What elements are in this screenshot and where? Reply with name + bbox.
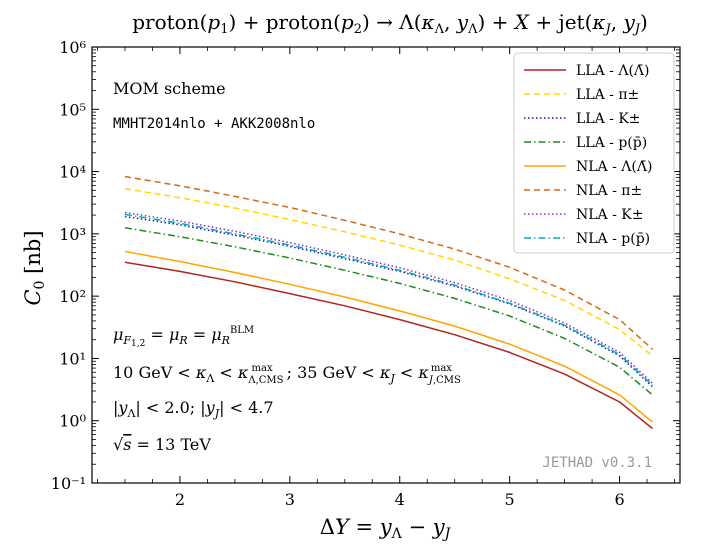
x-tick-label: 4 [395,490,405,509]
watermark: JETHAD v0.3.1 [542,455,652,471]
legend-label-0: LLA - Λ(Λ̄) [576,63,649,79]
x-axis-label: ΔY = yΛ − yJ [320,515,452,542]
legend-label-3: LLA - p(p̄) [576,135,647,151]
annotation-scale: μF1,2 = μR = μRBLM [113,325,254,349]
legend-label-2: LLA - K± [576,111,641,127]
y-tick-label: 10⁰ [59,412,86,431]
x-tick-label: 3 [285,490,295,509]
legend-label-1: LLA - π± [576,87,639,103]
annotation-scheme: MOM scheme [113,79,226,98]
series-line-6 [124,211,654,384]
series-line-3 [124,227,653,396]
y-tick-label: 10⁵ [59,100,86,119]
legend-label-4: NLA - Λ(Λ̄) [576,159,652,175]
x-tick-label: 2 [175,490,185,509]
y-tick-label: 10² [59,287,86,306]
series-line-1 [124,187,653,357]
series-line-7 [124,213,654,386]
y-tick-label: 10¹ [59,349,86,368]
plot-area [91,46,681,484]
y-tick-label: 10⁻¹ [51,474,86,493]
legend-label-5: NLA - π± [576,183,642,199]
series-line-2 [124,215,654,388]
series-lines [124,175,654,430]
chart-title: proton(p1) + proton(p2) → Λ(κΛ, yΛ) + X … [132,10,648,37]
annotation-kappa: 10 GeV < κΛ < κΛ,CMSmax; 35 GeV < κJ < κ… [113,363,461,386]
x-tick-label: 6 [614,490,624,509]
series-line-0 [124,261,653,430]
annotation-rapidity: |yΛ| < 2.0; |yJ| < 4.7 [113,398,274,420]
x-tick-label: 5 [505,490,515,509]
legend-label-6: NLA - K± [576,207,643,223]
annotation-pdf: MMHT2014nlo + AKK2008nlo [113,116,315,132]
axis-tick-labels: 2 3 4 5 6 10⁻¹ 10⁰ 10¹ 10² 10³ 10⁴ 10⁵ 10⁶ [51,38,625,509]
y-tick-label: 10³ [59,225,86,244]
legend: LLA - Λ(Λ̄) LLA - π± LLA - K± LLA - p(p̄) NL… [513,52,675,254]
y-axis-label: C0 [nb] [21,230,48,305]
annotation-energy: √s = 13 TeV [113,435,211,454]
legend-label-7: NLA - p(p̄) [576,231,650,247]
legend-box [513,52,675,254]
series-line-4 [124,250,653,423]
y-tick-label: 10⁴ [59,163,86,182]
series-line-5 [124,175,654,350]
y-tick-label: 10⁶ [59,38,86,57]
